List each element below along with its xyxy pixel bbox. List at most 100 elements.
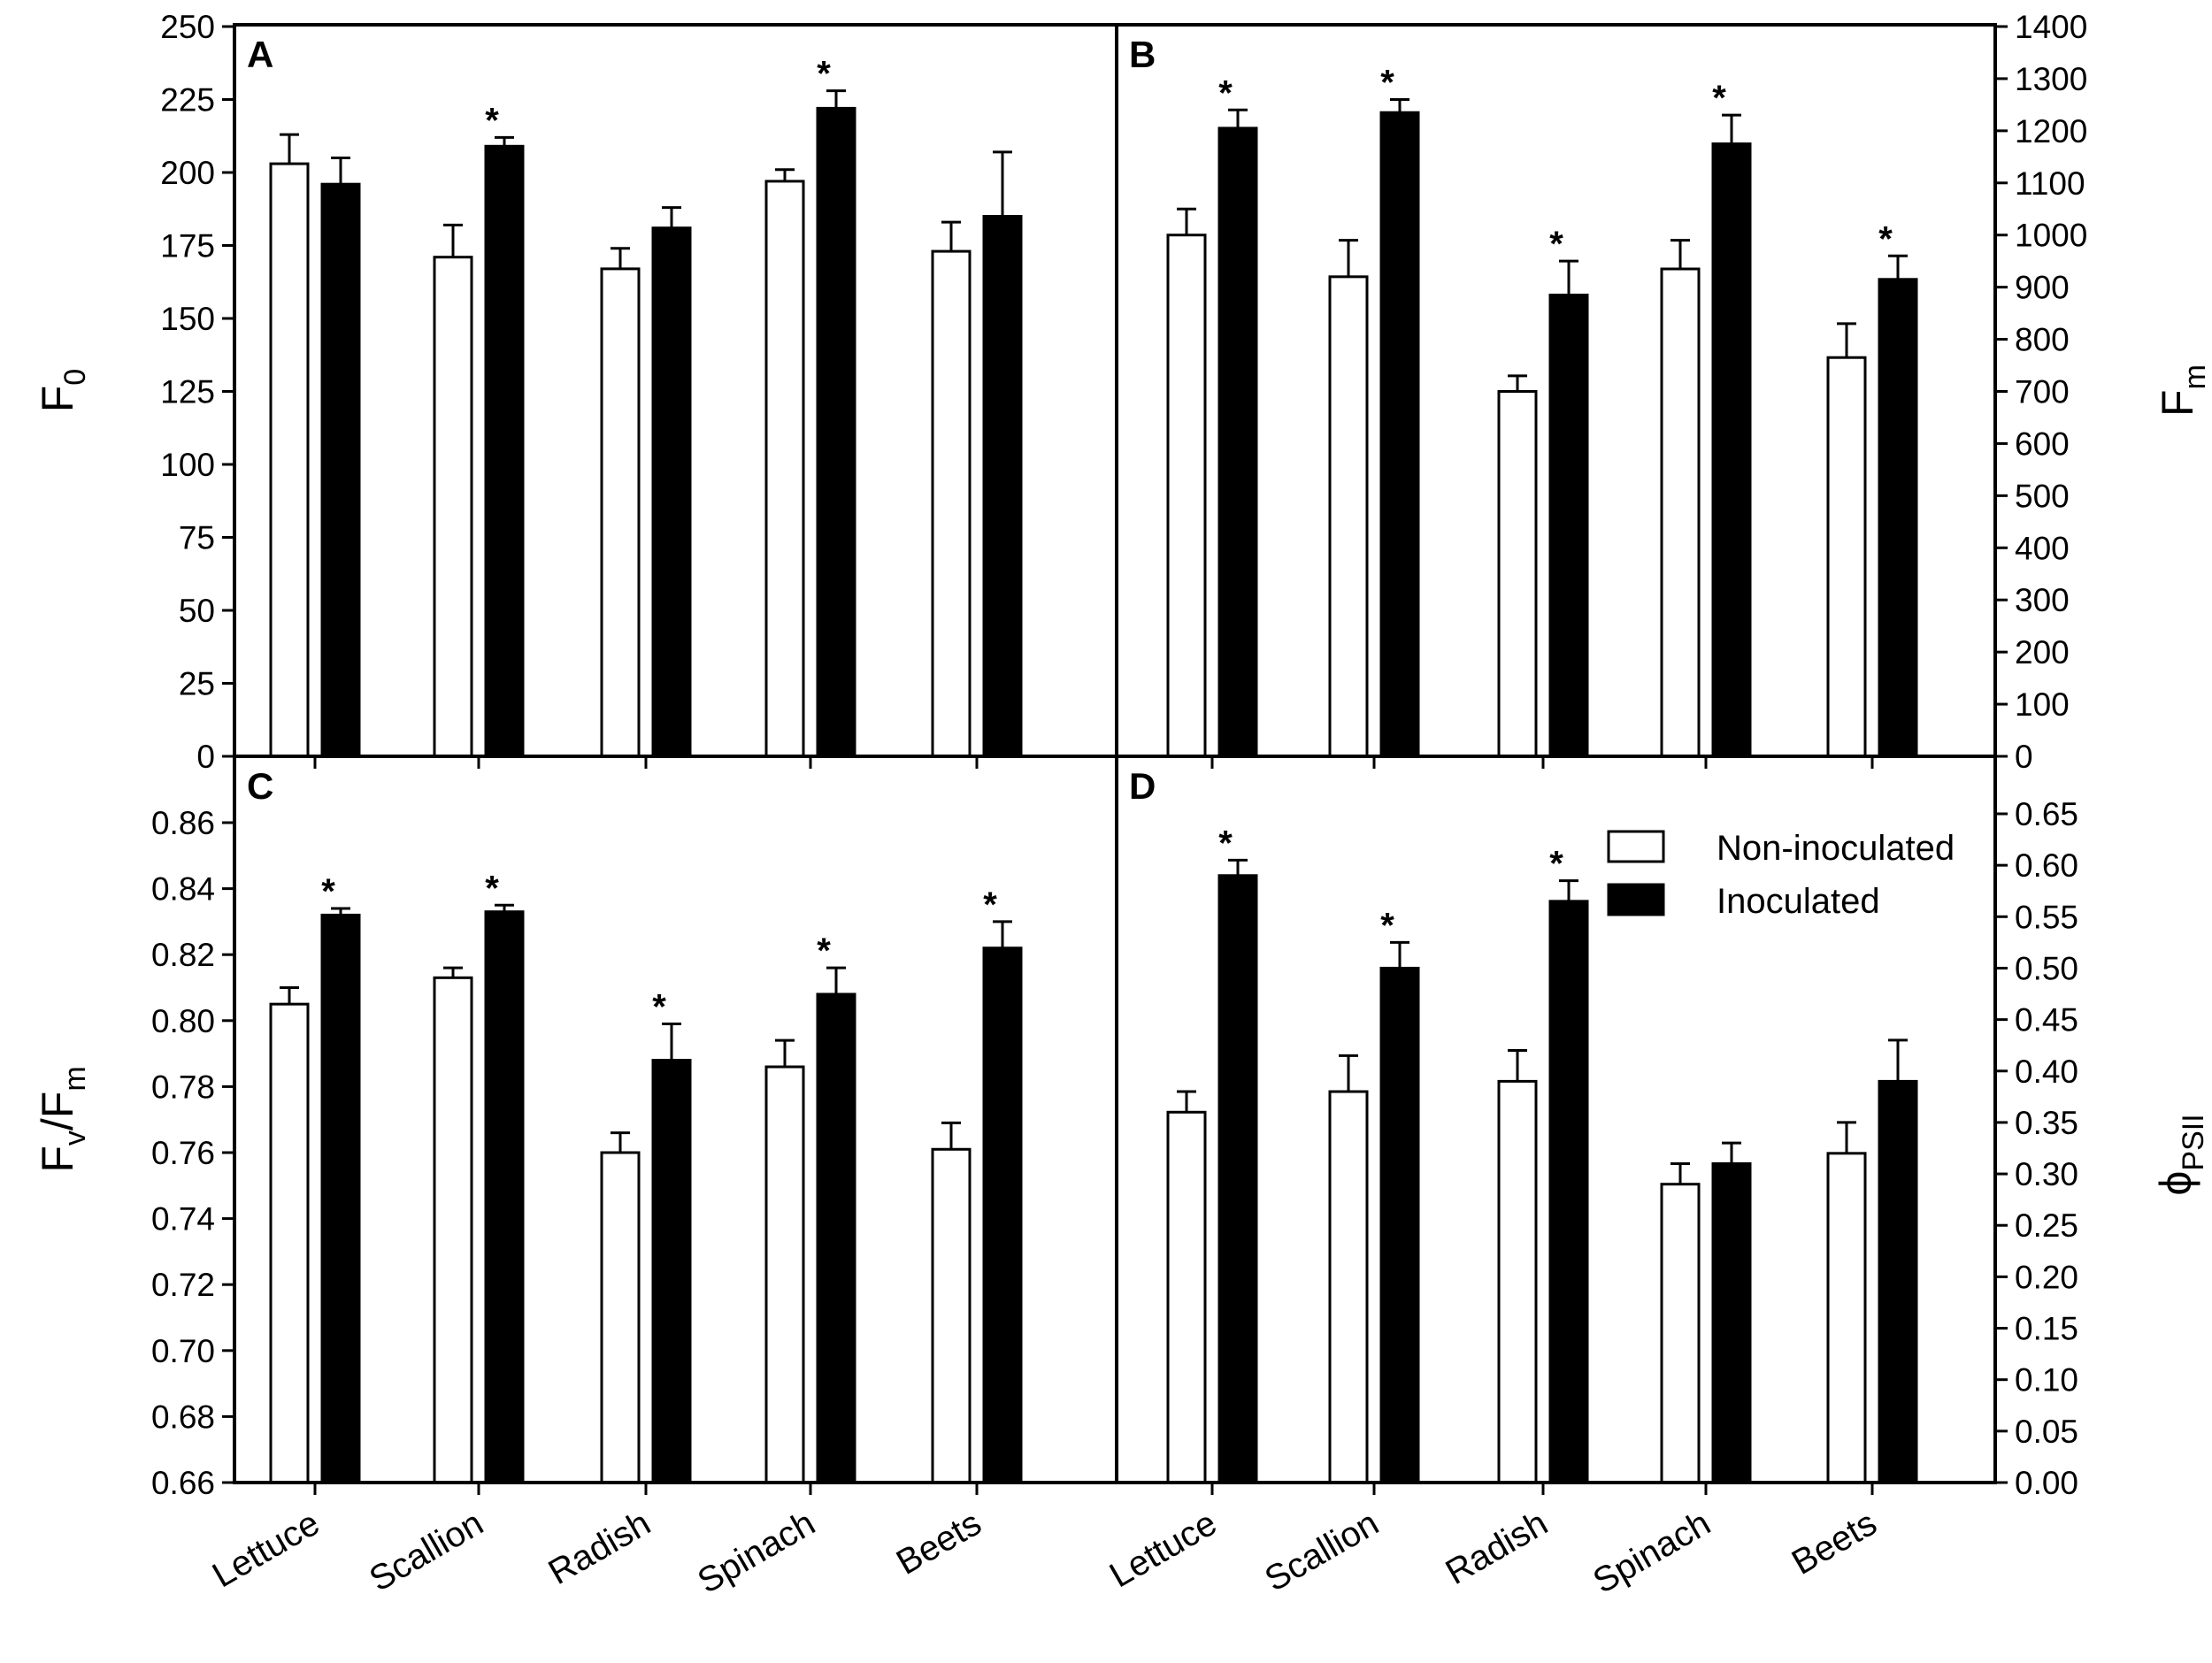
bar-a-inoculated-beets	[982, 215, 1023, 758]
y-tick-label: 225	[160, 82, 215, 119]
bar-b-non-inoculated-beets	[1826, 356, 1867, 758]
bar-d-non-inoculated-beets	[1826, 1152, 1867, 1484]
y-tick-label: 0.76	[151, 1135, 215, 1171]
legend: Non-inoculated Inoculated	[1607, 829, 1955, 921]
panel-borders	[233, 23, 1997, 1484]
y-tick-label: 1000	[2015, 218, 2087, 254]
y-axis-title-sub: v	[58, 1130, 92, 1146]
significance-star: *	[1380, 64, 1394, 103]
bar-a-inoculated-lettuce	[320, 182, 361, 758]
y-tick-label: 200	[160, 155, 215, 191]
y-tick-label: 900	[2015, 270, 2070, 306]
y-tick-label: 0.35	[2015, 1105, 2078, 1141]
bar-c-inoculated-radish	[651, 1059, 692, 1484]
bar-c-inoculated-scallion	[484, 910, 525, 1484]
bar-c-non-inoculated-radish	[600, 1151, 641, 1484]
bar-a-non-inoculated-lettuce	[269, 162, 310, 758]
y-axis-title-sub: 0	[58, 369, 92, 386]
y-tick-label: 250	[160, 9, 215, 45]
bar-d-non-inoculated-scallion	[1328, 1090, 1369, 1484]
panel-label-b: B	[1129, 34, 1156, 75]
y-tick-label: 0.60	[2015, 847, 2078, 884]
y-tick-label: 0.74	[151, 1201, 215, 1238]
bar-c-inoculated-lettuce	[320, 913, 361, 1484]
y-tick-label: 0.70	[151, 1333, 215, 1369]
bar-c-non-inoculated-lettuce	[269, 1002, 310, 1484]
bar-d-non-inoculated-spinach	[1660, 1183, 1701, 1484]
bar-d-non-inoculated-lettuce	[1166, 1110, 1207, 1484]
y-tick-label: 0.66	[151, 1465, 215, 1501]
y-tick-label: 0.00	[2015, 1465, 2078, 1501]
y-tick-label: 0.45	[2015, 1002, 2078, 1038]
y-tick-label: 0	[2015, 739, 2033, 775]
y-tick-label: 0.15	[2015, 1311, 2078, 1347]
bar-b-inoculated-spinach	[1711, 142, 1752, 758]
bar-b-inoculated-lettuce	[1217, 126, 1258, 758]
bar-d-non-inoculated-radish	[1497, 1079, 1538, 1484]
bar-c-non-inoculated-spinach	[764, 1065, 805, 1484]
y-tick-label: 0.30	[2015, 1156, 2078, 1192]
y-tick-label: 1200	[2015, 113, 2087, 149]
panel-label-d: D	[1129, 765, 1156, 807]
y-axis-title-sub: m	[2178, 364, 2212, 389]
x-category-label: Scallion	[1258, 1504, 1385, 1599]
y-axis-title: F0	[33, 369, 92, 412]
significance-star: *	[1549, 845, 1563, 884]
bar-d-inoculated-scallion	[1379, 966, 1420, 1484]
significance-star: *	[1380, 906, 1394, 945]
bar-b-inoculated-radish	[1548, 293, 1589, 758]
y-tick-label: 75	[179, 520, 215, 556]
y-tick-label: 0.05	[2015, 1414, 2078, 1450]
bar-c-non-inoculated-scallion	[433, 976, 473, 1484]
significance-star: *	[817, 55, 831, 94]
bar-b-inoculated-beets	[1878, 278, 1918, 758]
y-tick-label: 1400	[2015, 9, 2087, 45]
bar-b-non-inoculated-scallion	[1328, 275, 1369, 758]
y-tick-label: 0.55	[2015, 899, 2078, 935]
x-category-label: Scallion	[363, 1504, 489, 1599]
y-axis-title: ϕPSII	[2151, 1114, 2210, 1195]
panel-c: C 0.66 0.68 0.70 0.72 0.74 0.76 0.78 0.80 0.82 0.8…	[33, 765, 1023, 1601]
x-category-label: Lettuce	[206, 1504, 326, 1596]
y-tick-label: 0.72	[151, 1267, 215, 1303]
x-category-label: Beets	[890, 1504, 988, 1583]
x-category-label: Beets	[1786, 1504, 1884, 1583]
y-tick-label: 100	[2015, 686, 2070, 723]
y-tick-label: 0.20	[2015, 1259, 2078, 1295]
y-tick-label: 50	[179, 593, 215, 629]
legend-swatch-non-inoculated	[1607, 830, 1665, 863]
panel-b: B 0 100 200 300 400 500 600 700 800 900 1000 1100 120…	[1129, 9, 2212, 775]
bar-d-inoculated-beets	[1878, 1079, 1918, 1484]
y-tick-label: 500	[2015, 478, 2070, 514]
y-tick-label: 150	[160, 301, 215, 337]
significance-star: *	[1218, 824, 1233, 862]
x-category-label: Spinach	[1586, 1504, 1717, 1601]
y-axis-title-sub: PSII	[2177, 1114, 2210, 1170]
y-tick-label: 700	[2015, 374, 2070, 410]
y-tick-label: 0.68	[151, 1399, 215, 1435]
x-category-label: Radish	[1440, 1504, 1555, 1592]
significance-star: *	[1878, 219, 1893, 258]
significance-star: *	[1218, 73, 1233, 112]
y-tick-label: 1300	[2015, 61, 2087, 97]
legend-label-non-inoculated: Non-inoculated	[1717, 829, 1955, 868]
y-tick-label: 0	[196, 739, 215, 775]
bar-b-inoculated-scallion	[1379, 111, 1420, 758]
y-tick-label: 125	[160, 374, 215, 410]
significance-star: *	[652, 988, 666, 1027]
y-tick-label: 0.80	[151, 1003, 215, 1039]
bar-a-inoculated-scallion	[484, 144, 525, 758]
y-tick-label: 0.78	[151, 1069, 215, 1105]
y-tick-label: 0.40	[2015, 1054, 2078, 1090]
y-tick-label: 0.86	[151, 805, 215, 841]
panel-a: A 0 25 50 75 100 125 150 175 200 225 250 F0 * *	[33, 9, 1023, 775]
y-tick-label: 175	[160, 228, 215, 264]
significance-star: *	[983, 885, 997, 924]
y-tick-label: 300	[2015, 582, 2070, 618]
y-tick-label: 25	[179, 666, 215, 702]
y-axis-title-sub2: m	[58, 1066, 92, 1091]
y-tick-label: 0.10	[2015, 1362, 2078, 1399]
x-category-label: Lettuce	[1103, 1504, 1224, 1596]
